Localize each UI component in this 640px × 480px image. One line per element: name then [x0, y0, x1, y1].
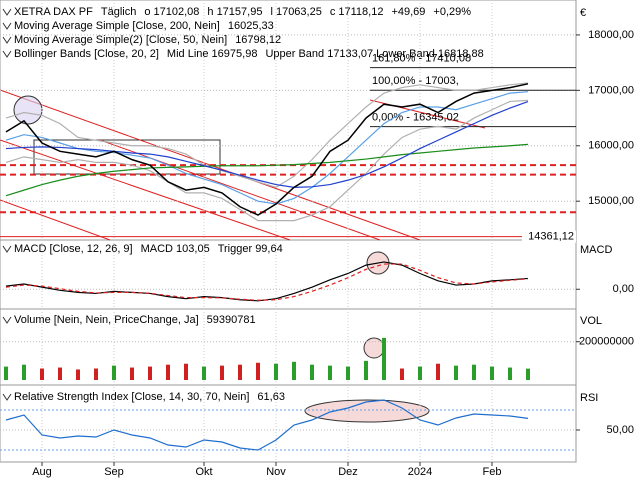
legend-text: Mid Line 16975,98 — [167, 48, 258, 60]
y-tick-label: 16000,00 — [588, 140, 634, 152]
bar — [490, 366, 494, 380]
legend-text: Täglich — [101, 6, 136, 18]
y-tick-label: 0,00 — [613, 283, 634, 295]
series-line — [5, 263, 529, 301]
legend-icon — [2, 22, 12, 30]
series-line — [5, 100, 529, 188]
x-tick-label: Nov — [266, 466, 286, 478]
legend-icon — [2, 245, 12, 253]
y-tick-label: 200000000 — [579, 336, 634, 348]
legend-text: 59390781 — [207, 314, 256, 326]
x-tick-label: Feb — [483, 466, 502, 478]
bar — [22, 364, 26, 380]
bar — [346, 366, 350, 380]
legend-text: Relative Strength Index [Close, 14, 30, … — [14, 391, 249, 403]
legend-text: MACD 103,05 — [141, 243, 210, 255]
axis-label: RSI — [580, 392, 598, 404]
legend-text: Upper Band 17133,07 Lower Band 16818,88 — [265, 48, 483, 60]
level-label: 14361,12 — [528, 231, 574, 243]
legend-text: Moving Average Simple [Close, 200, Nein] — [14, 20, 220, 32]
legend-text: Trigger 99,64 — [218, 243, 283, 255]
y-tick-label: 18000,00 — [588, 29, 634, 41]
bar — [40, 368, 44, 380]
y-tick-label: 15000,00 — [588, 195, 634, 207]
x-tick-label: Dez — [338, 466, 358, 478]
bar — [4, 366, 8, 380]
bar — [112, 365, 116, 380]
bar — [58, 367, 62, 380]
axis-label: € — [580, 7, 586, 19]
legend-text: c 17118,12 — [330, 6, 384, 18]
bar — [472, 364, 476, 380]
y-tick-label: 17000,00 — [588, 84, 634, 96]
trend-channel — [0, 139, 291, 241]
bar — [76, 369, 80, 380]
highlight-ellipse — [304, 399, 430, 423]
level-label-box — [522, 230, 576, 243]
series-line — [5, 91, 529, 205]
bar — [220, 365, 224, 380]
bar — [508, 367, 512, 380]
bar — [256, 362, 260, 380]
x-tick-label: Sep — [104, 466, 124, 478]
legend-text: Moving Average Simple(2) [Close, 50, Nei… — [14, 34, 227, 46]
legend-icon — [2, 316, 12, 324]
legend-text: Volume [Nein, Nein, PriceChange, Ja] — [14, 314, 199, 326]
axis-label: VOL — [580, 315, 602, 327]
bar — [400, 368, 404, 380]
legend-text: 16025,33 — [228, 20, 274, 32]
legend-icon — [2, 50, 12, 58]
fib-label: 161,80% - 17410,08 — [372, 53, 471, 65]
legend-text: MACD [Close, 12, 26, 9] — [14, 243, 133, 255]
legend-icon — [2, 8, 12, 16]
bar — [166, 364, 170, 380]
bar — [148, 366, 152, 380]
series-line — [5, 399, 529, 451]
bar — [310, 364, 314, 380]
bar — [454, 365, 458, 380]
series-line — [5, 143, 529, 197]
bar — [526, 368, 530, 380]
y-tick-label: 50,00 — [606, 424, 634, 436]
bar — [292, 361, 296, 380]
x-tick-label: Okt — [195, 466, 212, 478]
bar — [382, 337, 386, 380]
x-tick-label: Aug — [32, 466, 52, 478]
bar — [184, 363, 188, 380]
legend-text: XETRA DAX PF — [14, 6, 93, 18]
series-line — [5, 83, 529, 216]
legend-text: +0,29% — [433, 6, 471, 18]
legend-text: Bollinger Bands [Close, 20, 2] — [14, 48, 159, 60]
legend-text: l 17063,25 — [270, 6, 321, 18]
series-line — [5, 99, 529, 222]
trend-channel — [99, 139, 381, 241]
highlight-circle — [13, 95, 43, 125]
bar — [364, 360, 368, 380]
legend-text: 16798,12 — [235, 34, 281, 46]
bar — [274, 363, 278, 380]
series-line — [5, 82, 529, 189]
bar — [130, 367, 134, 380]
bar — [238, 364, 242, 380]
trend-channel — [0, 199, 111, 241]
bar — [436, 363, 440, 380]
bar — [94, 368, 98, 380]
legend-text: 61,63 — [257, 391, 285, 403]
legend-text: h 17157,95 — [207, 6, 262, 18]
legend-text: +49,69 — [391, 6, 425, 18]
legend-text: o 17102,08 — [144, 6, 199, 18]
fib-label: 0,00% - 16345,02 — [372, 112, 459, 124]
legend-icon — [2, 36, 12, 44]
fib-label: 100,00% - 17003, — [372, 75, 459, 87]
marked-range — [33, 139, 221, 175]
bar — [328, 365, 332, 380]
legend-icon — [2, 393, 12, 401]
highlight-circle — [363, 337, 385, 359]
axis-label: MACD — [580, 244, 612, 256]
x-tick-label: 2024 — [408, 466, 432, 478]
bar — [418, 366, 422, 380]
bar — [202, 366, 206, 380]
